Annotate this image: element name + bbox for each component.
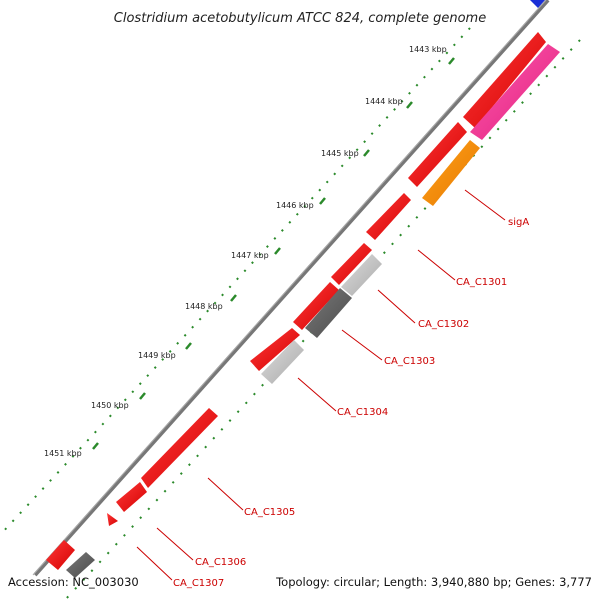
- cds-forward-2: [408, 122, 467, 187]
- corner-feature-marker: [530, 0, 545, 8]
- tick-label-1449: 1449 kbp: [138, 351, 176, 360]
- genome-backbone-highlight: [32, 0, 547, 576]
- cds-forward-4: [331, 243, 372, 285]
- gene-label-sigA: sigA: [508, 217, 529, 228]
- tick-label-1447: 1447 kbp: [231, 251, 269, 260]
- cds-forward-9: [107, 513, 118, 526]
- tick-label-1450: 1450 kbp: [91, 401, 129, 410]
- gene-leader-lines: [136, 189, 506, 581]
- gene-label-CA_C1304: CA_C1304: [337, 407, 388, 418]
- tick-label-1444: 1444 kbp: [365, 97, 403, 106]
- gene-label-CA_C1301: CA_C1301: [456, 277, 507, 288]
- CA_C1307-feature: [66, 552, 95, 578]
- forward-strand-features: [46, 32, 546, 570]
- gene-label-CA_C1305: CA_C1305: [244, 507, 295, 518]
- cds-forward-10: [46, 540, 75, 570]
- gene-labels: sigA CA_C1301 CA_C1302 CA_C1303 CA_C1304…: [173, 217, 529, 589]
- tick-label-1443: 1443 kbp: [409, 45, 447, 54]
- genome-summary-text: Topology: circular; Length: 3,940,880 bp…: [275, 575, 592, 589]
- second-row-features: [66, 44, 560, 578]
- tick-label-1445: 1445 kbp: [321, 149, 359, 158]
- tick-label-1448: 1448 kbp: [185, 302, 223, 311]
- gene-label-CA_C1302: CA_C1302: [418, 319, 469, 330]
- CA_C1303-feature: [305, 288, 352, 338]
- cds-forward-7: [141, 408, 218, 488]
- rrna-feature: [470, 44, 560, 140]
- genome-backbone: [33, 0, 550, 577]
- cds-forward-8: [116, 482, 147, 512]
- accession-text: Accession: NC_003030: [8, 575, 139, 589]
- CA_C1302-feature: [341, 254, 382, 296]
- gene-label-CA_C1303: CA_C1303: [384, 356, 435, 367]
- gene-label-CA_C1306: CA_C1306: [195, 557, 246, 568]
- cds-forward-5: [293, 282, 339, 330]
- tick-labels: 1443 kbp 1444 kbp 1445 kbp 1446 kbp 1447…: [44, 45, 447, 458]
- cds-forward-6: [250, 328, 300, 371]
- cds-forward-3: [366, 193, 411, 240]
- tick-label-1451: 1451 kbp: [44, 449, 82, 458]
- map-title: Clostridium acetobutylicum ATCC 824, com…: [114, 11, 486, 26]
- cds-forward-1: [463, 32, 546, 128]
- tick-marks: [92, 57, 455, 450]
- sigA-feature: [422, 140, 480, 206]
- gene-label-CA_C1307: CA_C1307: [173, 578, 224, 589]
- tick-label-1446: 1446 kbp: [276, 201, 314, 210]
- CA_C1304-feature: [261, 340, 304, 384]
